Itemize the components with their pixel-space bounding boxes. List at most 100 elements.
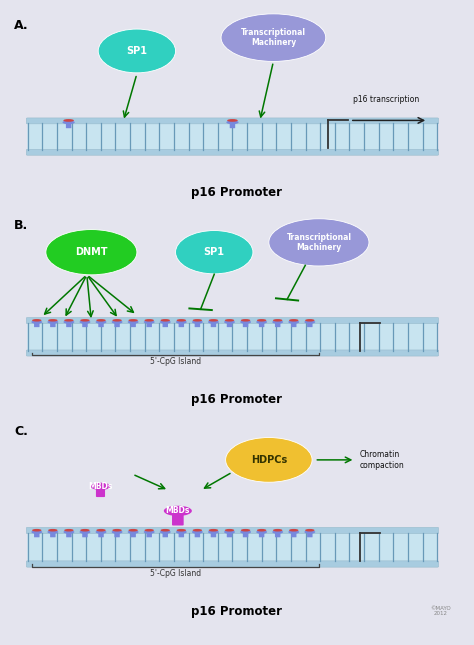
Ellipse shape <box>64 529 73 531</box>
Ellipse shape <box>225 529 234 531</box>
Ellipse shape <box>224 321 235 324</box>
FancyBboxPatch shape <box>114 532 120 537</box>
Ellipse shape <box>273 319 283 322</box>
FancyBboxPatch shape <box>50 532 55 537</box>
FancyBboxPatch shape <box>27 350 438 356</box>
Ellipse shape <box>288 321 299 324</box>
Ellipse shape <box>288 530 299 534</box>
FancyBboxPatch shape <box>230 122 235 128</box>
Ellipse shape <box>145 319 154 322</box>
Ellipse shape <box>241 319 250 322</box>
Ellipse shape <box>176 321 187 324</box>
FancyBboxPatch shape <box>243 322 248 327</box>
Ellipse shape <box>289 319 299 322</box>
Ellipse shape <box>192 319 202 322</box>
Ellipse shape <box>80 529 90 531</box>
FancyBboxPatch shape <box>66 532 72 537</box>
Text: SP1: SP1 <box>127 46 147 56</box>
Ellipse shape <box>47 321 58 324</box>
Text: Transcriptional
Machinery: Transcriptional Machinery <box>286 233 351 252</box>
Ellipse shape <box>257 529 266 531</box>
Ellipse shape <box>240 530 251 534</box>
Ellipse shape <box>209 319 218 322</box>
Ellipse shape <box>112 529 122 531</box>
Ellipse shape <box>47 530 58 534</box>
Ellipse shape <box>64 321 74 324</box>
FancyBboxPatch shape <box>82 532 88 537</box>
FancyBboxPatch shape <box>172 513 183 526</box>
FancyBboxPatch shape <box>195 532 200 537</box>
Text: B.: B. <box>14 219 28 232</box>
Text: SP1: SP1 <box>204 247 225 257</box>
FancyBboxPatch shape <box>243 532 248 537</box>
Ellipse shape <box>80 321 91 324</box>
Ellipse shape <box>64 119 74 122</box>
Ellipse shape <box>192 530 203 534</box>
Ellipse shape <box>31 321 42 324</box>
Text: p16 Promoter: p16 Promoter <box>191 186 283 199</box>
FancyBboxPatch shape <box>291 322 296 327</box>
FancyBboxPatch shape <box>227 322 232 327</box>
Text: MBDs: MBDs <box>165 506 190 515</box>
Ellipse shape <box>192 321 203 324</box>
Ellipse shape <box>177 319 186 322</box>
Ellipse shape <box>63 121 75 124</box>
Ellipse shape <box>227 119 238 122</box>
Ellipse shape <box>256 321 267 324</box>
FancyBboxPatch shape <box>163 532 168 537</box>
Ellipse shape <box>305 319 315 322</box>
Ellipse shape <box>226 437 312 482</box>
FancyBboxPatch shape <box>50 322 55 327</box>
Text: Transcriptional
Machinery: Transcriptional Machinery <box>241 28 306 47</box>
FancyBboxPatch shape <box>291 532 296 537</box>
Ellipse shape <box>46 230 137 275</box>
Ellipse shape <box>145 529 154 531</box>
Ellipse shape <box>111 530 123 534</box>
Text: HDPCs: HDPCs <box>251 455 287 465</box>
FancyBboxPatch shape <box>98 322 104 327</box>
Ellipse shape <box>128 319 138 322</box>
Ellipse shape <box>192 529 202 531</box>
Text: ©MAYO
2012: ©MAYO 2012 <box>430 606 451 617</box>
Ellipse shape <box>144 530 155 534</box>
Ellipse shape <box>80 530 91 534</box>
Ellipse shape <box>224 530 235 534</box>
Ellipse shape <box>128 530 138 534</box>
Ellipse shape <box>304 530 315 534</box>
Ellipse shape <box>48 529 57 531</box>
FancyBboxPatch shape <box>211 322 216 327</box>
Ellipse shape <box>161 529 170 531</box>
Ellipse shape <box>80 319 90 322</box>
FancyBboxPatch shape <box>211 532 216 537</box>
Ellipse shape <box>112 319 122 322</box>
FancyBboxPatch shape <box>27 528 438 533</box>
Ellipse shape <box>208 321 219 324</box>
FancyBboxPatch shape <box>307 322 312 327</box>
FancyBboxPatch shape <box>27 533 438 562</box>
FancyBboxPatch shape <box>130 322 136 327</box>
Ellipse shape <box>111 321 123 324</box>
Ellipse shape <box>257 319 266 322</box>
Ellipse shape <box>98 29 175 73</box>
Ellipse shape <box>144 321 155 324</box>
Ellipse shape <box>240 321 251 324</box>
Ellipse shape <box>64 530 74 534</box>
Text: p16 Promoter: p16 Promoter <box>191 393 283 406</box>
Ellipse shape <box>64 319 73 322</box>
Ellipse shape <box>96 321 107 324</box>
Ellipse shape <box>160 321 171 324</box>
FancyBboxPatch shape <box>163 322 168 327</box>
Text: A.: A. <box>14 19 28 32</box>
Text: DNMT: DNMT <box>75 247 108 257</box>
Ellipse shape <box>269 219 369 266</box>
Ellipse shape <box>96 529 106 531</box>
FancyBboxPatch shape <box>195 322 200 327</box>
Ellipse shape <box>305 529 315 531</box>
Ellipse shape <box>91 482 110 490</box>
FancyBboxPatch shape <box>96 488 105 497</box>
FancyBboxPatch shape <box>114 322 120 327</box>
FancyBboxPatch shape <box>34 322 39 327</box>
FancyBboxPatch shape <box>146 532 152 537</box>
FancyBboxPatch shape <box>27 123 438 150</box>
Text: C.: C. <box>14 425 28 439</box>
